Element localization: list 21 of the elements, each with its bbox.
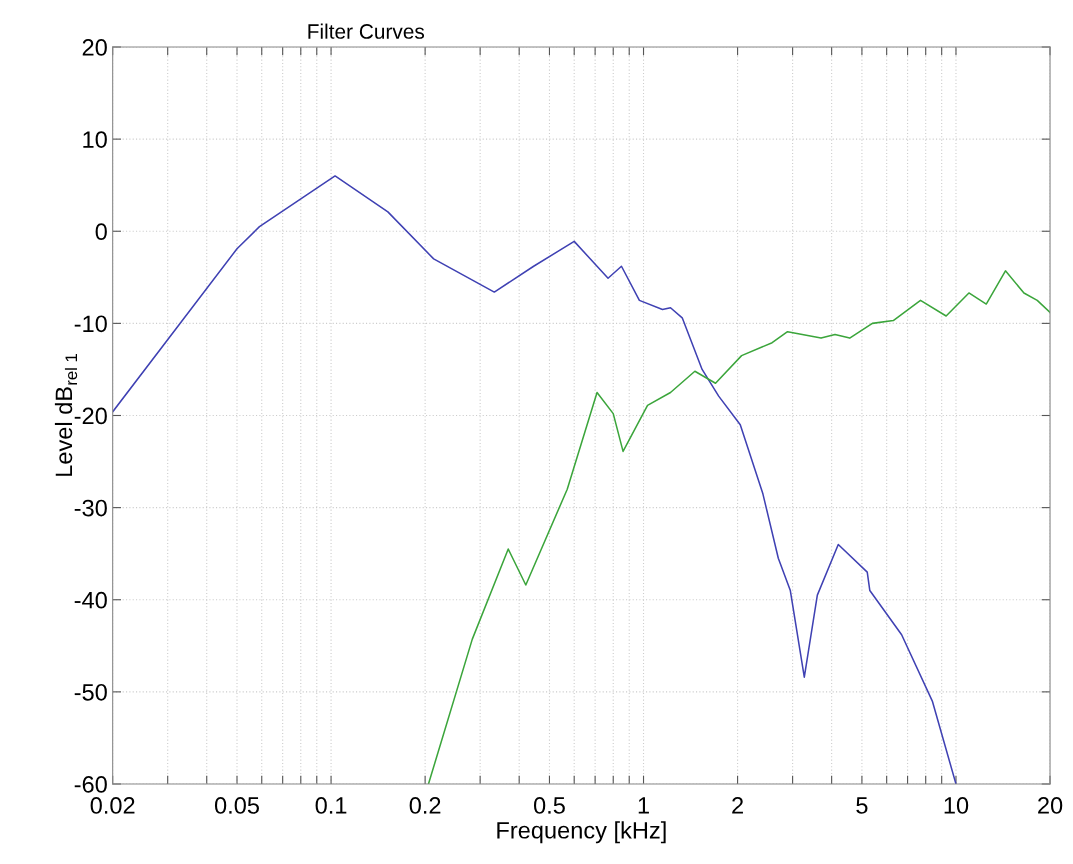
y-tick-label: -20 bbox=[74, 407, 107, 425]
x-tick-label: 2 bbox=[732, 797, 743, 814]
y-tick-label: -60 bbox=[74, 776, 107, 793]
x-tick-label: 20 bbox=[1038, 797, 1063, 814]
x-tick-label: 5 bbox=[856, 797, 868, 814]
y-tick-label: 10 bbox=[83, 131, 107, 148]
y-tick-label: -10 bbox=[74, 315, 107, 333]
y-tick-label: -40 bbox=[74, 591, 107, 609]
x-tick-label: 0.2 bbox=[409, 797, 441, 814]
x-tick-label: 1 bbox=[638, 797, 649, 814]
y-tick-label: 0 bbox=[95, 223, 107, 241]
x-tick-label: 0.02 bbox=[90, 797, 135, 814]
x-tick-label: 0.05 bbox=[214, 797, 259, 814]
x-axis-title: Frequency [kHz] bbox=[497, 821, 666, 844]
x-tick-label: 0.1 bbox=[315, 797, 347, 814]
y-tick-label: 20 bbox=[82, 39, 107, 56]
y-tick-label: -50 bbox=[74, 683, 107, 701]
x-tick-label: 0.5 bbox=[533, 797, 565, 814]
x-tick-label: 10 bbox=[944, 797, 969, 814]
chart-title: Filter Curves bbox=[308, 23, 425, 39]
y-tick-label: -30 bbox=[74, 499, 107, 517]
